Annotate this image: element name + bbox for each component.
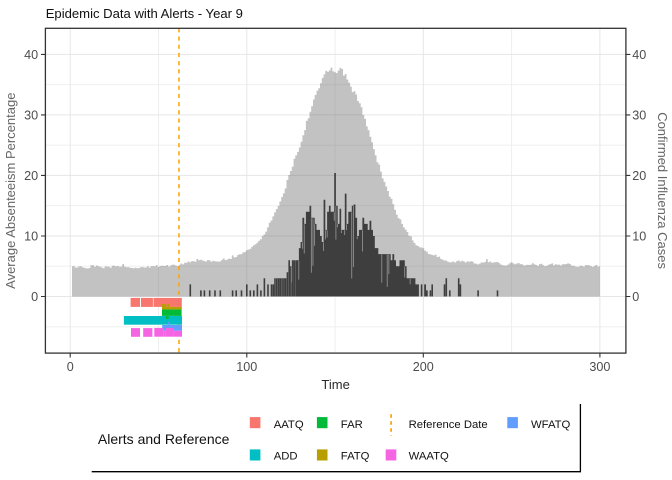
svg-text:30: 30 bbox=[24, 108, 38, 122]
svg-text:Epidemic Data with Alerts - Ye: Epidemic Data with Alerts - Year 9 bbox=[46, 6, 243, 21]
svg-text:10: 10 bbox=[24, 229, 38, 243]
svg-text:200: 200 bbox=[413, 360, 434, 374]
svg-text:Average Absenteeism Percentage: Average Absenteeism Percentage bbox=[3, 93, 18, 289]
svg-text:20: 20 bbox=[632, 169, 646, 183]
svg-text:FAR: FAR bbox=[341, 419, 363, 431]
svg-text:Alerts and Reference: Alerts and Reference bbox=[98, 431, 230, 447]
svg-text:ADD: ADD bbox=[274, 450, 298, 462]
svg-text:AATQ: AATQ bbox=[274, 419, 304, 431]
svg-text:FATQ: FATQ bbox=[341, 450, 370, 462]
svg-text:40: 40 bbox=[24, 48, 38, 62]
svg-text:0: 0 bbox=[632, 290, 639, 304]
svg-text:Confirmed Influenza Cases: Confirmed Influenza Cases bbox=[655, 112, 670, 269]
svg-text:0: 0 bbox=[67, 360, 74, 374]
svg-text:300: 300 bbox=[589, 360, 610, 374]
svg-text:Time: Time bbox=[321, 377, 349, 392]
svg-text:10: 10 bbox=[632, 229, 646, 243]
svg-text:WAATQ: WAATQ bbox=[409, 450, 449, 462]
svg-text:WFATQ: WFATQ bbox=[531, 419, 571, 431]
svg-text:0: 0 bbox=[31, 290, 38, 304]
svg-text:20: 20 bbox=[24, 169, 38, 183]
svg-text:30: 30 bbox=[632, 108, 646, 122]
svg-text:Reference Date: Reference Date bbox=[409, 419, 488, 431]
svg-text:100: 100 bbox=[236, 360, 257, 374]
svg-text:40: 40 bbox=[632, 48, 646, 62]
